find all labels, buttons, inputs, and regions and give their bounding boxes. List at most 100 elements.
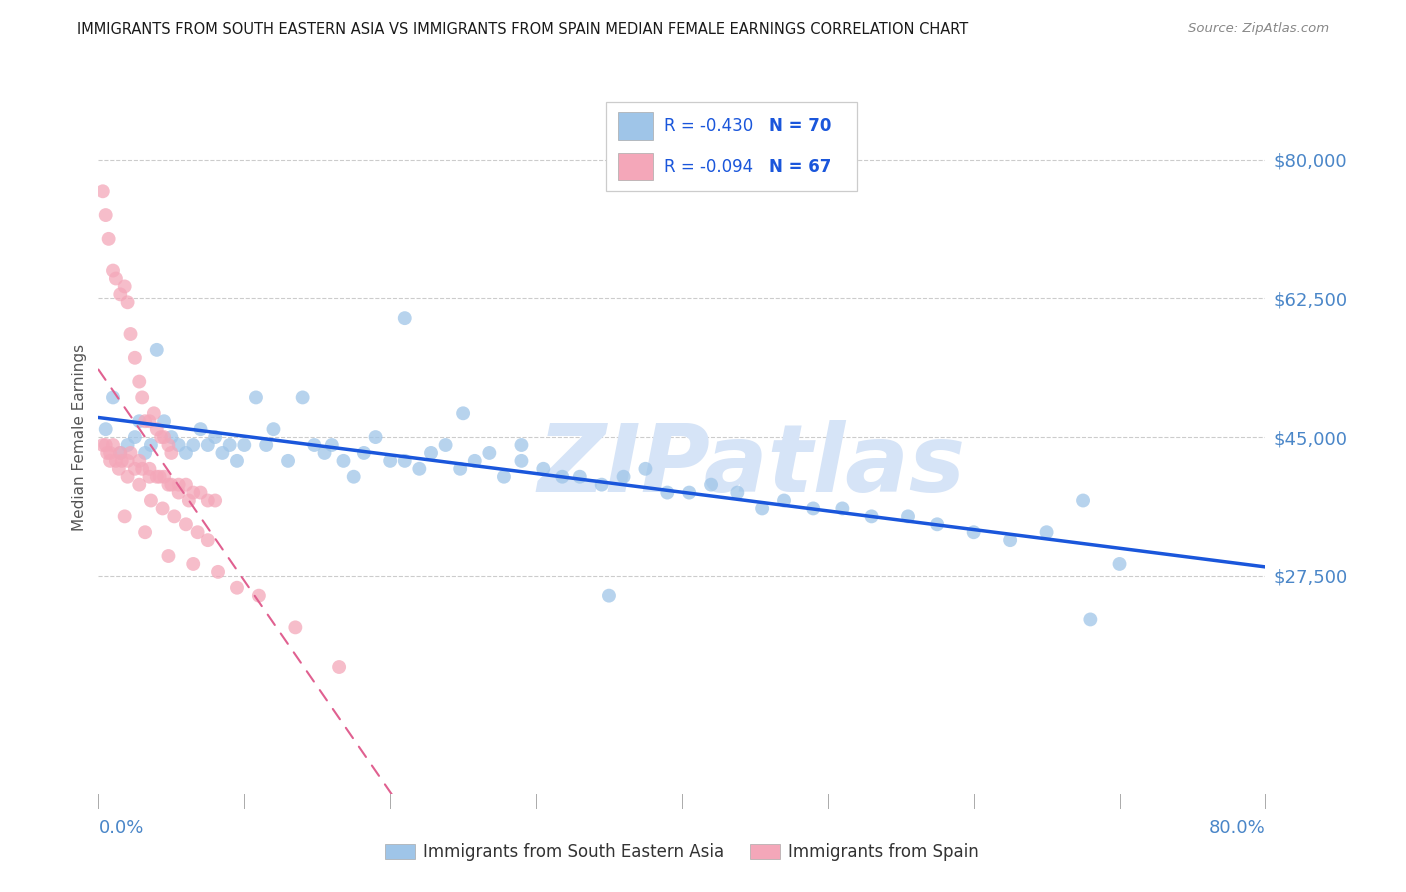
Point: [207, 565, 229, 579]
Point: [678, 485, 700, 500]
Point: [160, 446, 183, 460]
Point: [343, 469, 366, 483]
Point: [1108, 557, 1130, 571]
Point: [139, 438, 162, 452]
Text: N = 70: N = 70: [769, 117, 832, 135]
Point: [120, 326, 142, 341]
Point: [464, 454, 486, 468]
Point: [247, 589, 270, 603]
Point: [134, 414, 156, 428]
Point: [91, 438, 114, 452]
Point: [174, 446, 197, 460]
Point: [167, 438, 190, 452]
Point: [657, 485, 679, 500]
Text: R = -0.430: R = -0.430: [665, 117, 754, 135]
Point: [394, 454, 416, 468]
Point: [124, 351, 146, 365]
Point: [204, 430, 226, 444]
Text: Source: ZipAtlas.com: Source: ZipAtlas.com: [1188, 22, 1329, 36]
Point: [150, 430, 173, 444]
Point: [831, 501, 853, 516]
Point: [181, 557, 204, 571]
Point: [332, 454, 354, 468]
Point: [314, 446, 336, 460]
Point: [510, 438, 533, 452]
Point: [591, 477, 613, 491]
Point: [160, 477, 183, 491]
Point: [187, 525, 209, 540]
Point: [117, 454, 139, 468]
Point: [190, 422, 212, 436]
Point: [157, 438, 180, 452]
Point: [167, 485, 190, 500]
Point: [110, 287, 132, 301]
Point: [277, 454, 299, 468]
Point: [114, 279, 136, 293]
Point: [153, 430, 176, 444]
Point: [394, 311, 416, 326]
Point: [101, 438, 124, 452]
Point: [134, 446, 156, 460]
Point: [131, 462, 153, 476]
Point: [328, 660, 350, 674]
Point: [163, 509, 186, 524]
Point: [551, 469, 574, 483]
Point: [124, 462, 146, 476]
Point: [138, 462, 160, 476]
Point: [434, 438, 457, 452]
Point: [128, 454, 150, 468]
Point: [897, 509, 920, 524]
Point: [94, 422, 117, 436]
Point: [197, 493, 219, 508]
Point: [104, 454, 127, 468]
Point: [226, 454, 249, 468]
Text: N = 67: N = 67: [769, 158, 832, 176]
Point: [117, 295, 139, 310]
Point: [197, 533, 219, 548]
Point: [321, 438, 343, 452]
Point: [153, 414, 176, 428]
Point: [451, 406, 474, 420]
FancyBboxPatch shape: [617, 112, 652, 139]
Point: [364, 430, 387, 444]
Text: ZIPatlas: ZIPatlas: [538, 419, 966, 512]
Y-axis label: Median Female Earnings: Median Female Earnings: [72, 343, 87, 531]
Point: [110, 446, 132, 460]
Point: [725, 485, 748, 500]
Point: [449, 462, 471, 476]
Point: [304, 438, 326, 452]
Point: [114, 509, 136, 524]
Point: [128, 477, 150, 491]
Point: [284, 620, 307, 634]
Point: [353, 446, 375, 460]
Point: [117, 438, 139, 452]
Point: [146, 343, 169, 357]
Point: [568, 469, 591, 483]
Point: [197, 438, 219, 452]
Point: [98, 446, 121, 460]
Point: [998, 533, 1021, 548]
Point: [134, 525, 156, 540]
Point: [226, 581, 249, 595]
Point: [94, 438, 117, 452]
Point: [190, 485, 212, 500]
Point: [157, 477, 180, 491]
Point: [245, 391, 267, 405]
Point: [96, 446, 118, 460]
Point: [598, 589, 620, 603]
Point: [138, 469, 160, 483]
Text: IMMIGRANTS FROM SOUTH EASTERN ASIA VS IMMIGRANTS FROM SPAIN MEDIAN FEMALE EARNIN: IMMIGRANTS FROM SOUTH EASTERN ASIA VS IM…: [77, 22, 969, 37]
Point: [128, 414, 150, 428]
Point: [167, 477, 190, 491]
Point: [160, 430, 183, 444]
Text: 80.0%: 80.0%: [1209, 819, 1265, 837]
Point: [378, 454, 402, 468]
Point: [1080, 612, 1102, 626]
Point: [801, 501, 824, 516]
Point: [110, 446, 132, 460]
Point: [91, 184, 114, 198]
Point: [94, 208, 117, 222]
Point: [262, 422, 284, 436]
FancyBboxPatch shape: [617, 153, 652, 180]
Point: [408, 462, 430, 476]
